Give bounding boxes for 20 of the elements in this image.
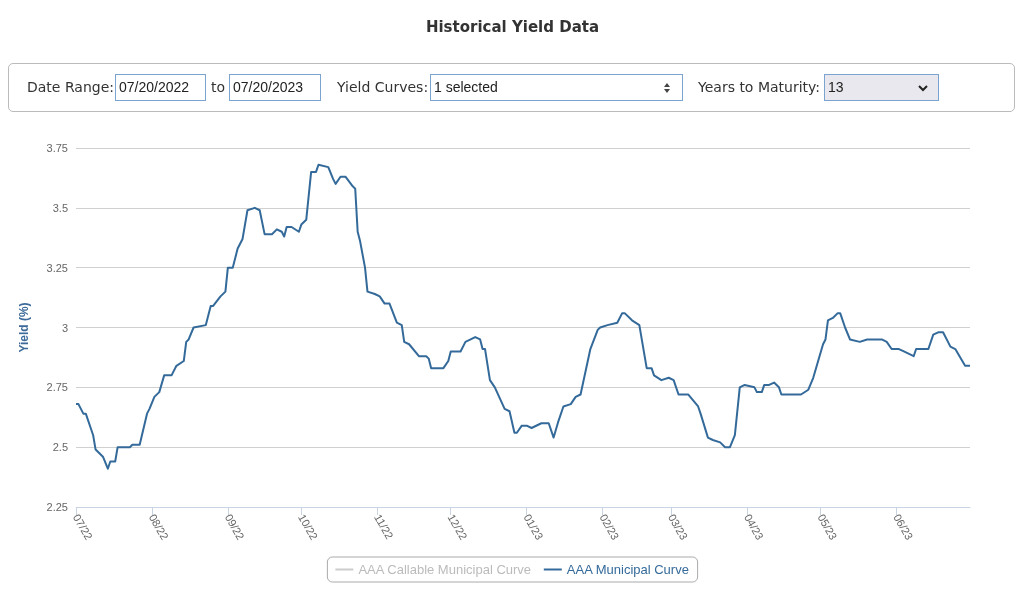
y-tick-label: 2.75 [46,381,68,394]
y-tick-label: 3.5 [52,201,68,214]
line-series [75,163,971,470]
y-tick-label: 2.25 [46,501,68,513]
chart-title: Historical Yield Data [424,18,601,36]
dropdown-field: 13 [824,74,939,101]
y-axis-title: Yield (%) [17,302,31,353]
date-input: 07/20/2022 [115,74,206,101]
legend-label: AAA Callable Municipal Curve [358,562,532,577]
text: Years to Maturity: [698,79,821,95]
text: Date Range: [27,79,115,95]
date-input: 07/20/2023 [229,74,321,101]
y-tick-label: 3.25 [46,261,68,274]
text: to [211,79,226,95]
legend-label: AAA Municipal Curve [566,562,689,577]
text: Yield Curves: [337,79,429,95]
y-tick-label: 3 [61,321,68,334]
y-tick-label: 2.5 [52,441,68,454]
select-field: 1 selected [430,74,683,101]
y-tick-label: 3.75 [46,142,68,154]
